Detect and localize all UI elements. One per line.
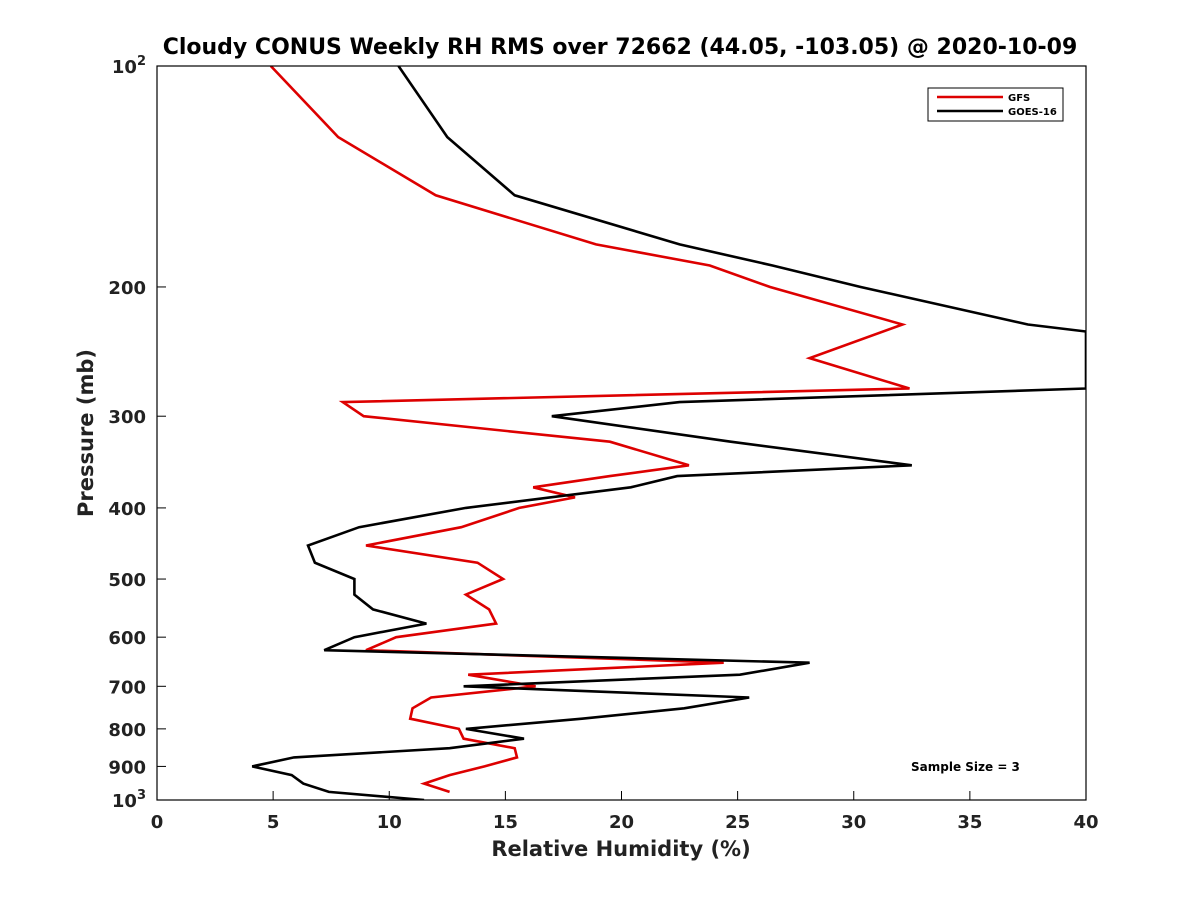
y-tick-label: 400 [108,499,146,520]
x-tick-label: 15 [493,812,518,833]
x-tick-label: 5 [267,812,280,833]
x-tick-label: 30 [841,812,866,833]
y-tick-label: 900 [108,757,146,778]
x-tick-label: 25 [725,812,750,833]
y-tick-label: 600 [108,628,146,649]
series-line-goes-16 [251,66,1086,800]
y-tick-label: 300 [108,407,146,428]
legend: GFS GOES-16 [927,87,1064,122]
y-tick-label: 103 [112,788,146,812]
y-tick-label: 102 [112,54,146,78]
x-tick-label: 0 [151,812,164,833]
y-axis-label: Pressure (mb) [74,349,98,517]
chart-title: Cloudy CONUS Weekly RH RMS over 72662 (4… [163,35,1078,60]
sample-size-note: Sample Size = 3 [911,760,1020,774]
y-tick-exponent: 2 [137,54,146,69]
x-tick-label: 40 [1073,812,1098,833]
y-tick-label: 200 [108,278,146,299]
plot-frame [156,65,1087,801]
y-tick-exponent: 3 [137,788,146,803]
x-axis-ticks: 0 5 10 15 20 25 30 35 40 [151,791,1099,833]
series-line-gfs [269,66,910,794]
x-tick-label: 20 [609,812,634,833]
legend-box [927,87,1064,122]
legend-label-goes-16: GOES-16 [1008,107,1057,118]
y-tick-label: 500 [108,570,146,591]
plot-area [251,66,1086,800]
y-tick-label: 700 [108,677,146,698]
x-tick-label: 10 [377,812,402,833]
y-axis-ticks: 102 200 300 400 500 600 700 800 900 103 [108,54,166,812]
y-tick-label: 800 [108,720,146,741]
legend-label-gfs: GFS [1008,93,1030,104]
x-tick-label: 35 [957,812,982,833]
x-axis-label: Relative Humidity (%) [491,837,750,861]
